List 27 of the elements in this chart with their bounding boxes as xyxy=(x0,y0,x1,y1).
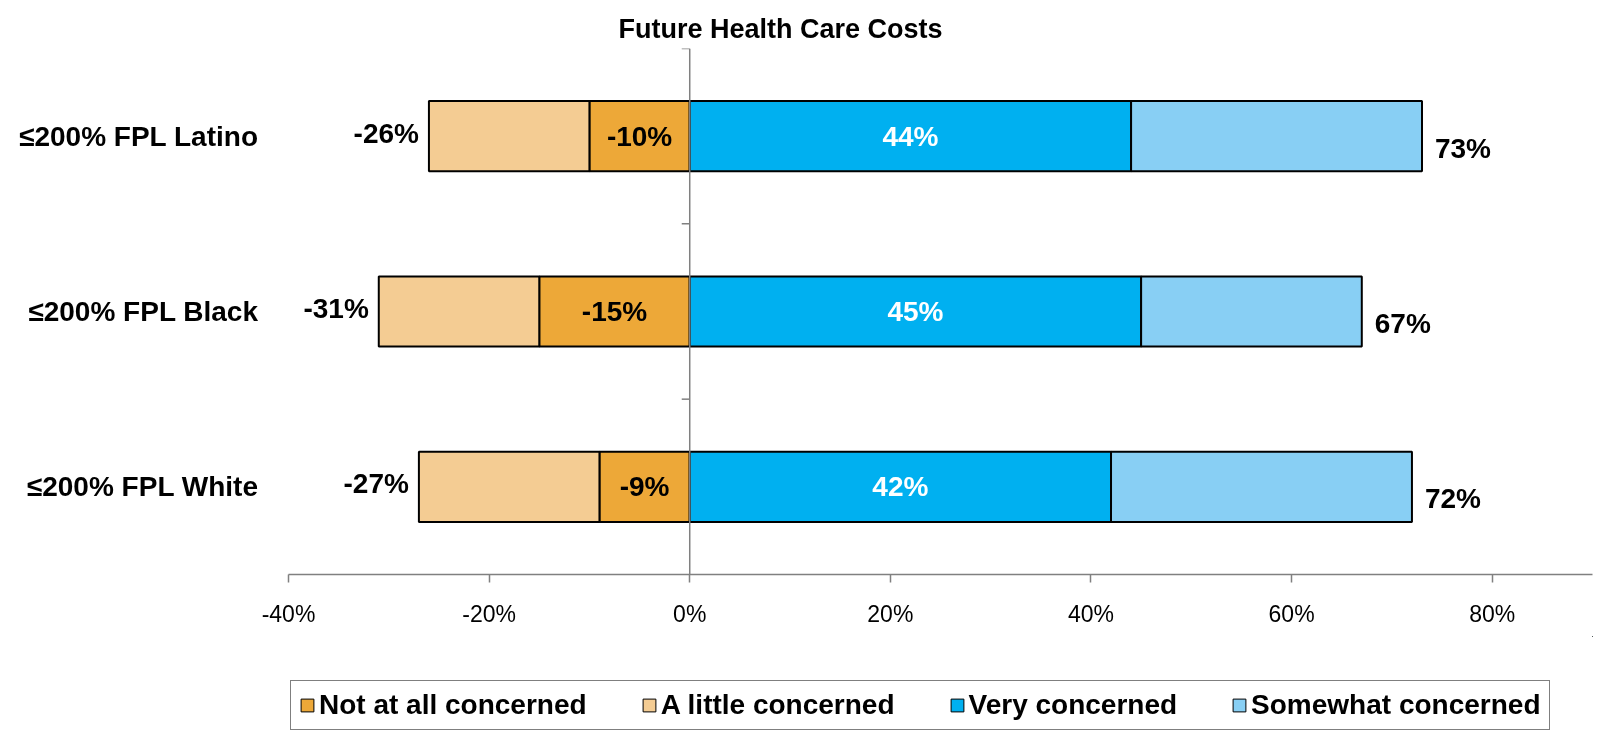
x-tick-label: -20% xyxy=(462,600,516,627)
chart-title: Future Health Care Costs xyxy=(618,13,943,44)
x-tick-label: 40% xyxy=(1067,600,1114,627)
annotation: -27% xyxy=(343,468,409,500)
legend-label: Not at all concerned xyxy=(319,689,587,721)
x-tick-label: -40% xyxy=(261,600,316,627)
legend-label: Very concerned xyxy=(968,689,1178,721)
data-label: 42% xyxy=(872,471,929,503)
annotation: -26% xyxy=(353,117,420,149)
legend-label: Somewhat concerned xyxy=(1251,689,1541,721)
annotation: -31% xyxy=(303,293,369,324)
annotation: 73% xyxy=(1434,132,1492,164)
annotation: 67% xyxy=(1374,308,1431,339)
data-label: -9% xyxy=(619,471,670,503)
x-tick-label: 0% xyxy=(673,600,707,627)
annotation: 72% xyxy=(1424,483,1482,515)
x-tick-label: 20% xyxy=(867,600,914,627)
x-tick-label: 80% xyxy=(1469,600,1516,627)
y-tick-label: ≤200% FPL Latino xyxy=(19,120,258,152)
y-tick-label: ≤200% FPL White xyxy=(26,471,258,503)
data-label: 45% xyxy=(887,296,944,327)
legend-label: A little concerned xyxy=(660,689,895,721)
y-tick-label: ≤200% FPL Black xyxy=(28,296,259,327)
x-tick-label: 60% xyxy=(1268,600,1315,627)
data-label: -15% xyxy=(581,296,648,327)
data-label: 44% xyxy=(882,120,939,152)
data-label: -10% xyxy=(606,120,673,152)
